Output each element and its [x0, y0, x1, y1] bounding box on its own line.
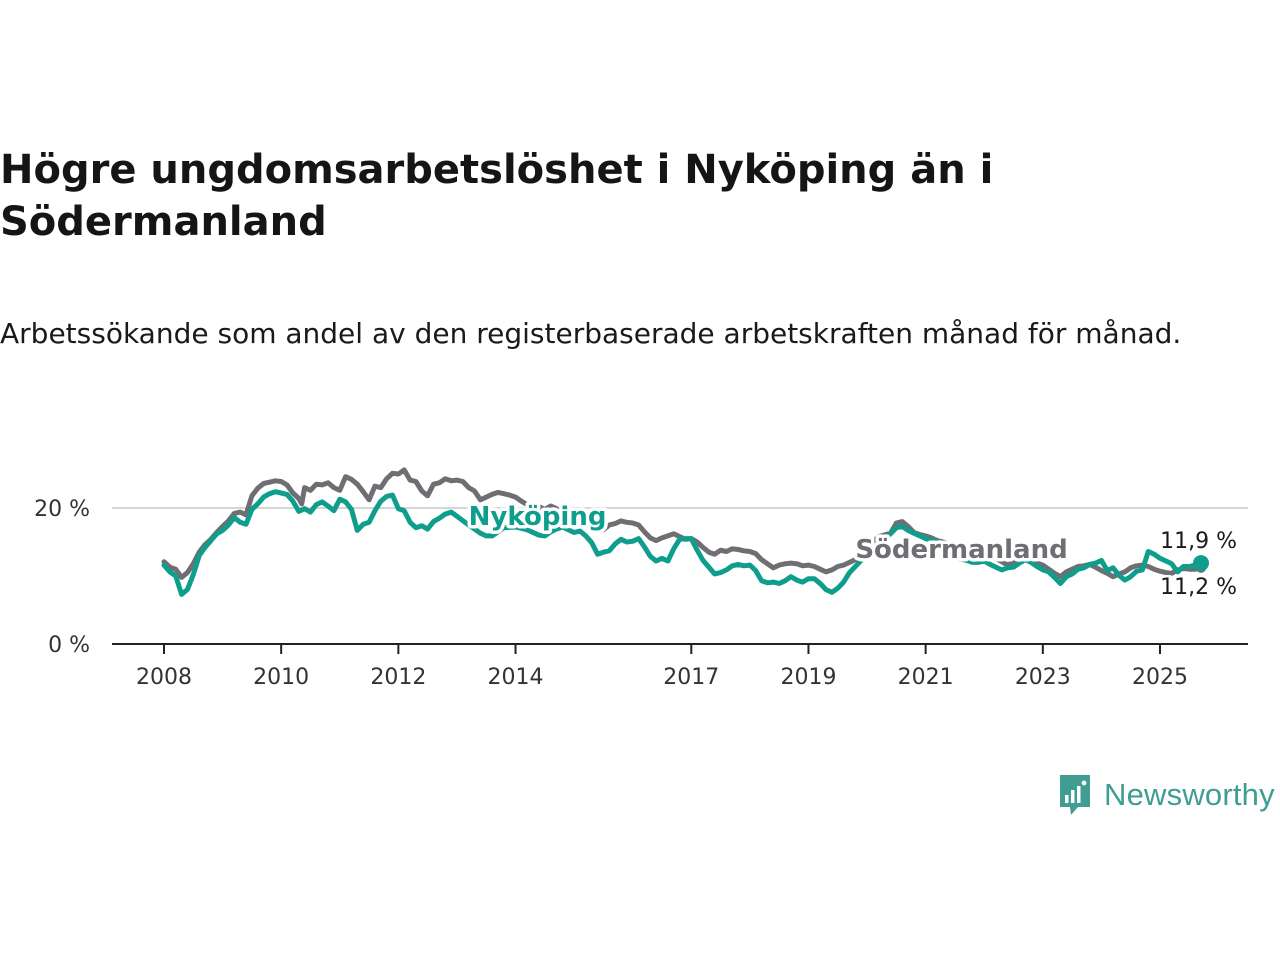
series-label: Södermanland — [855, 535, 1067, 565]
series-line-nyk-ping — [161, 489, 1204, 597]
x-tick-label: 2014 — [488, 665, 544, 690]
end-value-label: 11,9 % — [1160, 529, 1237, 554]
x-tick-label: 2025 — [1132, 665, 1188, 690]
chart-subtitle: Arbetssökande som andel av den registerb… — [0, 317, 1182, 350]
y-axis: 0 % 20 % — [34, 497, 90, 658]
newsworthy-wordmark: Newsworthy — [1104, 777, 1275, 812]
x-tick-label: 2008 — [136, 665, 192, 690]
series-labels: Södermanland Nyköping 11,9 % 11,2 % — [465, 499, 1239, 603]
chart-title: Högre ungdomsarbetslöshet i Nyköping än … — [0, 147, 994, 245]
x-tick-label: 2010 — [253, 665, 309, 690]
x-tick-label: 2017 — [663, 665, 719, 690]
series-label: Nyköping — [469, 502, 607, 532]
series-end-marker — [1193, 555, 1210, 572]
newsworthy-brand: Newsworthy — [1058, 772, 1275, 818]
y-tick-label: 20 % — [34, 497, 90, 522]
newsworthy-logo-icon — [1060, 775, 1090, 815]
x-tick-label: 2012 — [370, 665, 426, 690]
x-axis: 2008 2010 2012 2014 2017 2019 2021 2023 2025 — [112, 643, 1248, 690]
end-value-label: 11,2 % — [1160, 575, 1237, 600]
x-tick-label: 2019 — [780, 665, 836, 690]
x-tick-label: 2023 — [1015, 665, 1071, 690]
series-lines — [161, 467, 1210, 597]
x-tick-label: 2021 — [898, 665, 954, 690]
y-tick-label: 0 % — [48, 633, 90, 658]
